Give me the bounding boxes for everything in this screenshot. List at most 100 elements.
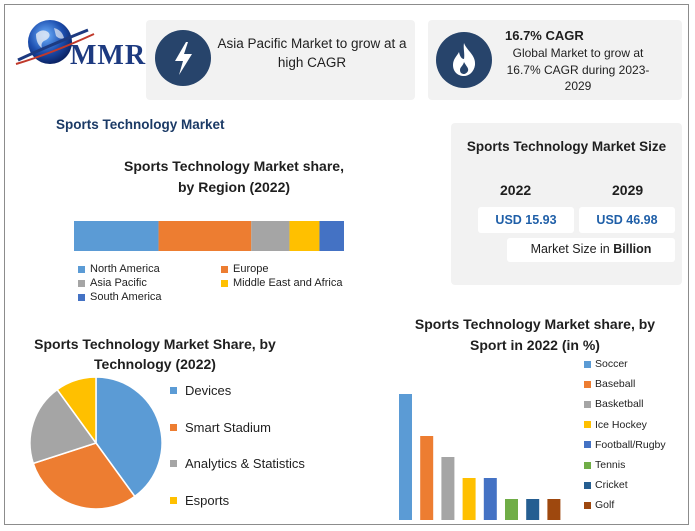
market-size-title: Sports Technology Market Size — [466, 139, 667, 154]
brand-name: MMR — [70, 40, 147, 71]
legend-label: Golf — [595, 499, 615, 512]
legend-swatch — [584, 441, 591, 449]
legend-label: Analytics & Statistics — [185, 456, 305, 471]
region-legend-item-middle-east-and-africa: Middle East and Africa — [221, 277, 342, 289]
sport-legend-item-golf: Golf — [584, 499, 614, 511]
pie-slice-analytics-statistics — [29, 388, 98, 465]
pie-slice-smart-stadium — [32, 442, 136, 510]
legend-label: Asia Pacific — [90, 277, 147, 289]
legend-swatch — [584, 501, 591, 509]
technology-legend-item-devices: Devices — [170, 383, 231, 398]
legend-swatch — [170, 460, 177, 467]
sport-legend-item-baseball: Baseball — [584, 378, 635, 390]
sport-legend-item-football-rugby: Football/Rugby — [584, 439, 666, 451]
legend-swatch — [584, 481, 591, 489]
highlight-card-cagr: 16.7% CAGR Global Market to grow at 16.7… — [428, 20, 682, 100]
market-size-note-unit: Billion — [613, 242, 652, 256]
pie-slice-esports — [56, 376, 97, 446]
legend-swatch — [170, 423, 177, 431]
pie-slice-devices — [95, 376, 163, 498]
sport-legend-item-cricket: Cricket — [584, 479, 628, 491]
legend-swatch — [78, 293, 85, 301]
sport-bar-basketball — [441, 457, 455, 520]
flame-icon-badge — [436, 32, 492, 88]
logo: MMR — [12, 14, 145, 74]
page-title: Sports Technology Market — [56, 117, 225, 132]
technology-legend-item-esports: Esports — [170, 493, 229, 508]
technology-legend: Devices Smart Stadium Analytics & Statisti… — [170, 383, 320, 513]
region-segment-south-america — [319, 221, 344, 251]
legend-label: Tennis — [595, 459, 626, 471]
sport-legend-item-ice-hockey: Ice Hockey — [584, 419, 647, 431]
region-legend-item-south-america: South America — [78, 291, 162, 303]
region-legend: North America Europe Asia Pacific Middle Ea… — [78, 263, 378, 307]
sport-legend: Soccer Baseball Basketball Ice Hockey Footba… — [584, 358, 684, 518]
region-legend-item-asia-pacific: Asia Pacific — [78, 277, 147, 289]
legend-label: South America — [90, 291, 162, 303]
legend-label: Football/Rugby — [595, 438, 666, 451]
legend-swatch — [221, 265, 228, 273]
sport-bar-chart — [399, 394, 561, 520]
legend-swatch — [78, 265, 85, 273]
region-legend-item-north-america: North America — [78, 263, 160, 275]
market-size-note-prefix: Market Size in — [530, 242, 614, 256]
region-segment-asia-pacific — [251, 221, 290, 251]
legend-label: Baseball — [595, 378, 636, 391]
legend-swatch — [78, 279, 85, 287]
legend-label: Cricket — [595, 479, 628, 492]
legend-label: Soccer — [595, 358, 628, 370]
asia-card-text: Asia Pacific Market to grow at a high CA… — [217, 36, 407, 70]
globe-icon — [15, 20, 95, 65]
sport-bar-cricket — [526, 499, 540, 520]
region-segment-europe — [158, 221, 252, 251]
sport-bar-football-rugby — [483, 478, 497, 520]
year-2022: 2022 — [500, 182, 532, 198]
region-segment-middle-east-and-africa — [289, 221, 320, 251]
legend-label: Smart Stadium — [185, 419, 271, 435]
legend-swatch — [584, 461, 591, 469]
value-2022: USD 15.93 — [478, 207, 574, 233]
legend-swatch — [170, 387, 177, 394]
legend-label: North America — [90, 263, 160, 275]
technology-legend-item-analytics-statistics: Analytics & Statistics — [170, 456, 305, 471]
legend-label: Basketball — [595, 398, 644, 411]
legend-label: Europe — [233, 263, 269, 275]
sport-legend-item-tennis: Tennis — [584, 459, 625, 471]
sport-bar-ice-hockey — [462, 478, 476, 520]
market-size-note: Market Size in Billion — [507, 242, 675, 256]
sport-bar-golf — [547, 499, 561, 520]
sport-bar-baseball — [420, 436, 434, 520]
technology-legend-item-smart-stadium: Smart Stadium — [170, 420, 271, 435]
legend-label: Middle East and Africa — [233, 277, 343, 289]
market-size-note-box — [507, 238, 675, 262]
legend-swatch — [170, 496, 177, 504]
year-2029: 2029 — [612, 182, 644, 198]
technology-chart-title: Sports Technology Market Share, by Techn… — [34, 336, 276, 372]
sport-legend-item-soccer: Soccer — [584, 358, 628, 370]
sport-bar-tennis — [505, 499, 518, 520]
lightning-icon-badge — [155, 30, 211, 86]
region-chart-title: Sports Technology Market share, by Regio… — [124, 158, 344, 195]
lightning-icon — [175, 42, 192, 75]
legend-swatch — [584, 380, 591, 388]
value-2029: USD 46.98 — [579, 207, 675, 233]
sport-bar-soccer — [399, 394, 412, 520]
technology-pie-chart — [29, 376, 163, 510]
cagr-text: Global Market to grow at 16.7% CAGR duri… — [506, 46, 650, 93]
legend-label: Ice Hockey — [595, 418, 647, 431]
legend-label: Esports — [185, 492, 230, 508]
sport-legend-item-basketball: Basketball — [584, 398, 643, 410]
legend-swatch — [584, 360, 591, 368]
region-stacked-bar — [74, 221, 344, 251]
legend-swatch — [221, 279, 228, 287]
sport-chart-title: Sports Technology Market share, by Sport… — [414, 316, 656, 353]
region-legend-item-europe: Europe — [221, 263, 268, 275]
region-segment-north-america — [74, 221, 159, 251]
legend-swatch — [584, 400, 591, 408]
cagr-title: 16.7% CAGR — [505, 28, 584, 43]
flame-icon — [453, 43, 476, 76]
legend-label: Devices — [185, 383, 232, 398]
legend-swatch — [584, 421, 591, 429]
highlight-card-asia: Asia Pacific Market to grow at a high CA… — [146, 20, 415, 100]
market-size-card: Sports Technology Market Size 2022 2029 … — [451, 123, 682, 285]
